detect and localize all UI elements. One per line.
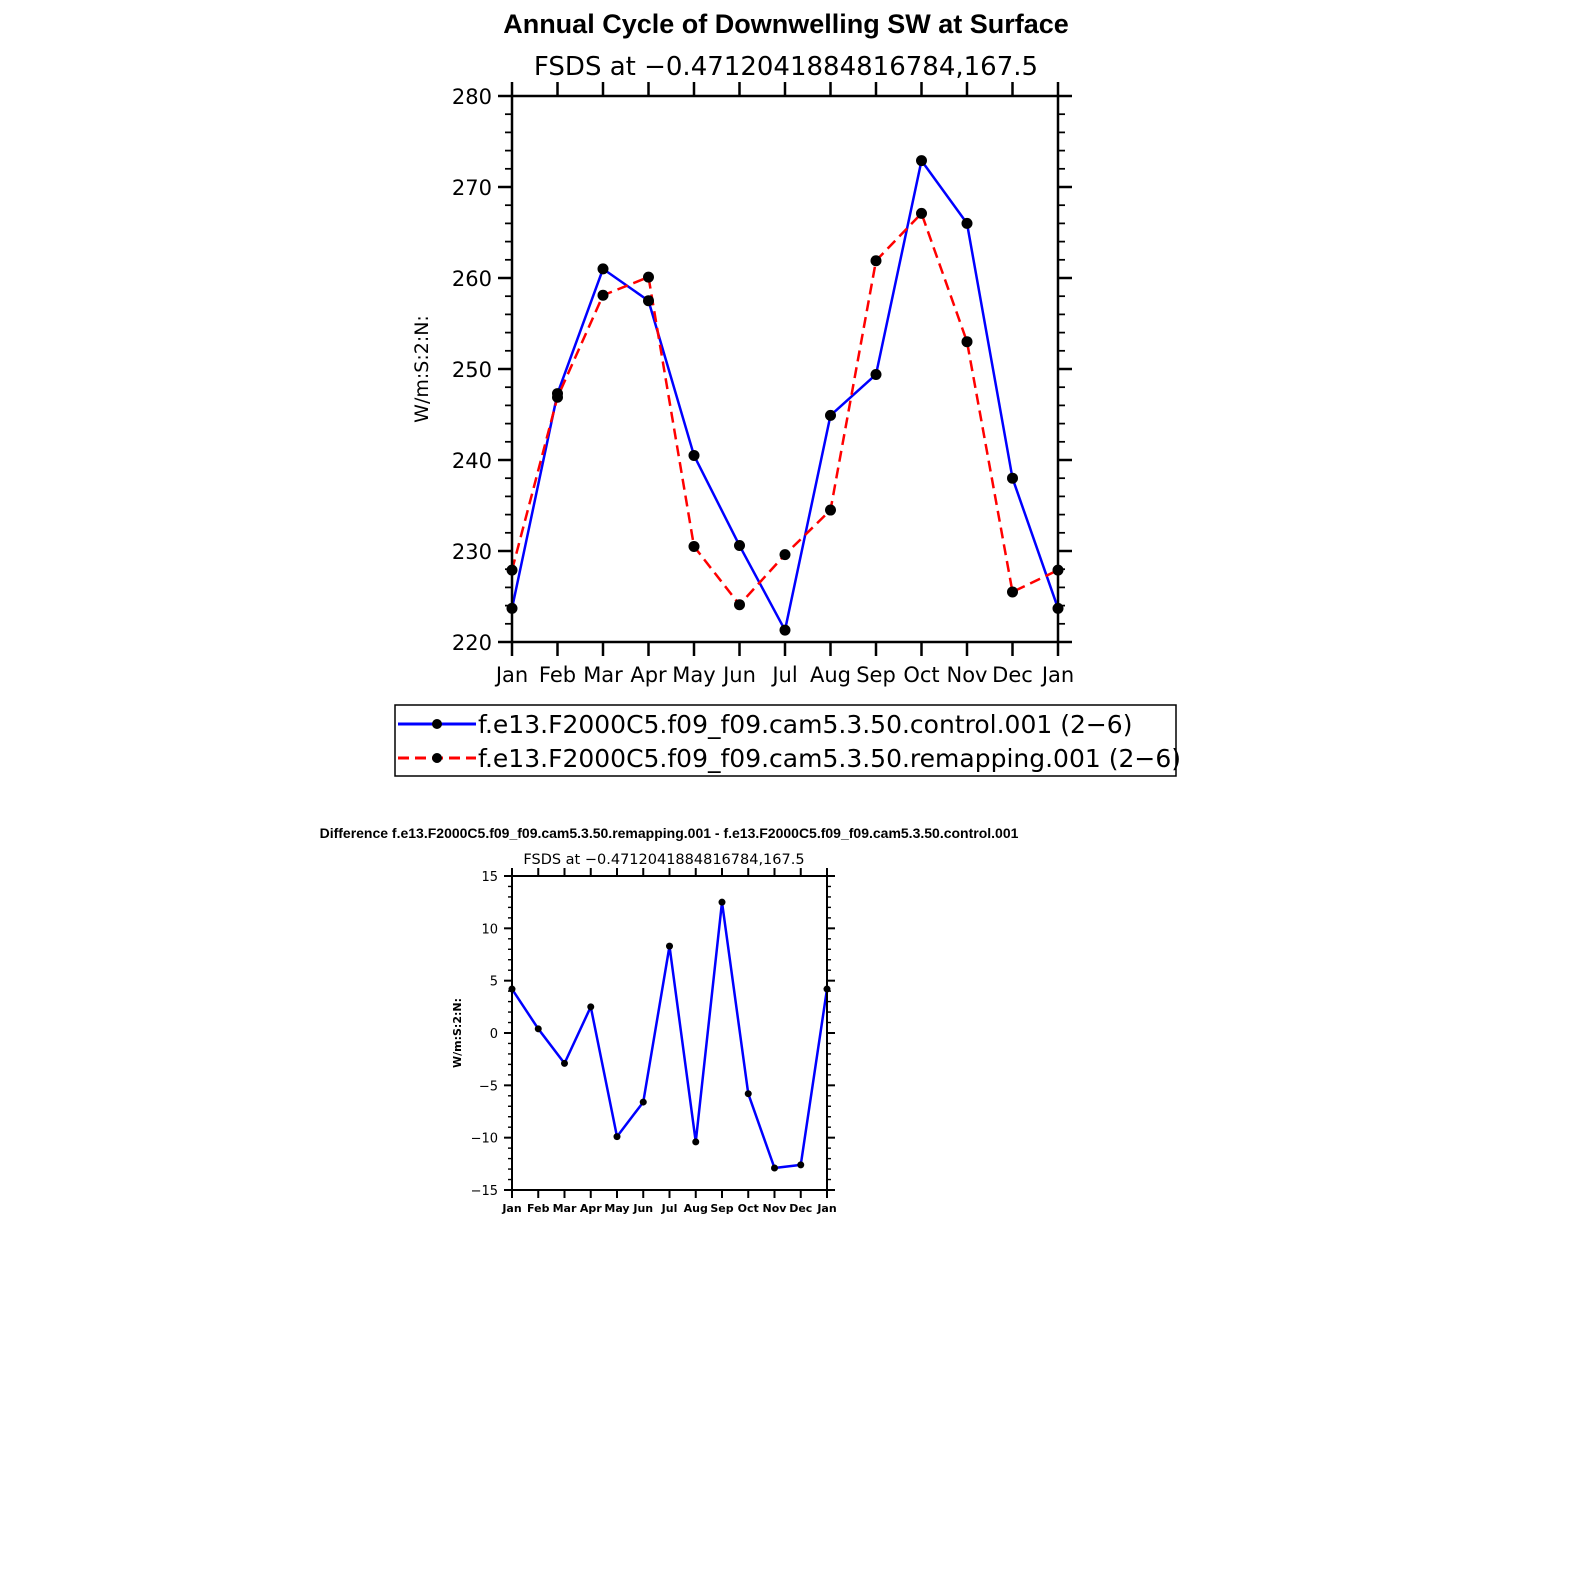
data-point-0 [961,217,973,229]
data-point-1 [916,207,927,219]
x-tick-label: Jan [1040,663,1074,687]
x-tick-label: Dec [789,1202,812,1215]
data-point-1 [552,391,563,403]
data-point-0 [1007,472,1018,484]
data-point-0 [916,155,927,167]
data-point-0 [779,624,791,636]
y-tick-label: 250 [452,358,492,382]
x-tick-label: May [672,663,715,687]
y-tick-label: −15 [471,1184,498,1199]
y-tick-label: 280 [452,85,492,109]
x-tick-label: Jun [721,663,756,687]
y-tick-label: 260 [452,267,492,291]
x-tick-label: Nov [763,1202,788,1215]
data-point-1 [870,255,882,267]
data-point-0 [688,449,700,461]
x-tick-label: May [604,1202,629,1215]
data-point-1 [734,599,745,611]
data-point-0 [797,1161,805,1169]
y-tick-label: 230 [452,540,492,564]
main-plot-frame [510,94,1060,644]
data-point-0 [870,368,882,380]
diff-plot-frame [511,875,828,1191]
main-y-tick-labels: 220 230 240 250 260 270 280 [452,85,492,655]
x-tick-label: Jan [816,1202,836,1215]
y-tick-label: 240 [452,449,492,473]
x-tick-label: Apr [580,1202,602,1215]
data-point-1 [643,271,654,283]
diff-ticks [504,868,835,1198]
x-tick-label: Aug [684,1202,708,1215]
x-tick-label: Apr [630,663,667,687]
data-point-1 [779,549,791,561]
main-series-points [506,155,1064,636]
x-tick-label: Dec [992,663,1033,687]
y-tick-label: 15 [481,870,498,885]
y-tick-label: 5 [490,975,498,990]
data-point-1 [961,336,973,348]
x-tick-label: Jun [632,1202,653,1215]
x-tick-label: Mar [583,663,623,687]
chart-subtitle: FSDS at −0.4712041884816784,167.5 [534,52,1038,82]
x-tick-label: Feb [539,663,576,687]
x-tick-label: Sep [710,1202,733,1215]
diff-y-tick-labels: −15 −10 −5 0 5 10 15 [471,870,498,1199]
main-y-axis-label: W/m:S:2:N: [411,315,433,423]
data-point-0 [692,1138,700,1146]
diff-y-axis-label: W/m:S:2:N: [451,998,464,1068]
x-tick-label: Oct [903,663,939,687]
diff-chart-subtitle: FSDS at −0.4712041884816784,167.5 [523,852,804,868]
difference-chart: Difference f.e13.F2000C5.f09_f09.cam5.3.… [320,825,1019,1215]
y-tick-label: 0 [490,1027,498,1042]
chart-title: Annual Cycle of Downwelling SW at Surfac… [503,9,1069,39]
data-point-0 [744,1090,752,1098]
x-tick-label: Jan [501,1202,521,1215]
data-point-1 [1007,586,1018,598]
data-point-0 [639,1098,647,1106]
main-ticks [498,82,1072,656]
x-tick-label: Sep [856,663,896,687]
x-tick-label: Nov [947,663,988,687]
data-point-0 [643,295,654,307]
data-point-1 [688,540,700,552]
data-point-0 [587,1003,595,1011]
x-tick-label: Jul [770,663,797,687]
data-point-0 [771,1164,778,1172]
data-point-0 [718,898,726,906]
legend: f.e13.F2000C5.f09_f09.cam5.3.50.control.… [394,704,1181,777]
series-line-0 [510,900,829,1170]
y-tick-label: −10 [471,1132,498,1147]
diff-chart-title: Difference f.e13.F2000C5.f09_f09.cam5.3.… [320,825,1019,841]
data-point-0 [734,540,745,552]
annual-cycle-chart: Annual Cycle of Downwelling SW at Surfac… [411,9,1074,687]
main-x-tick-labels: Jan Feb Mar Apr May Jun Jul Aug Sep Oct Nov Dec Jan [494,663,1074,687]
diff-series-points [508,898,831,1172]
legend-entry-remapping: f.e13.F2000C5.f09_f09.cam5.3.50.remappin… [478,744,1181,773]
data-point-0 [666,942,673,950]
x-tick-label: Jan [494,663,528,687]
x-tick-label: Mar [553,1202,577,1215]
x-tick-label: Jul [661,1202,678,1215]
y-tick-label: 10 [481,922,498,937]
data-point-0 [597,263,609,275]
x-tick-label: Oct [738,1202,759,1215]
x-tick-label: Feb [527,1202,550,1215]
y-tick-label: 270 [452,176,492,200]
data-point-0 [825,409,836,421]
data-point-0 [561,1059,568,1067]
data-point-1 [825,504,836,516]
x-tick-label: Aug [810,663,851,687]
legend-box [394,704,1177,777]
diff-series-lines [510,900,829,1170]
legend-marker-control [432,719,442,729]
data-point-0 [613,1133,621,1141]
data-point-1 [597,289,609,301]
y-tick-label: 220 [452,631,492,655]
data-point-0 [534,1025,542,1033]
y-tick-label: −5 [479,1079,498,1094]
legend-entry-control: f.e13.F2000C5.f09_f09.cam5.3.50.control.… [478,710,1132,739]
diff-x-tick-labels: Jan Feb Mar Apr May Jun Jul Aug Sep Oct Nov Dec Jan [501,1202,836,1215]
legend-marker-remapping [432,753,442,763]
